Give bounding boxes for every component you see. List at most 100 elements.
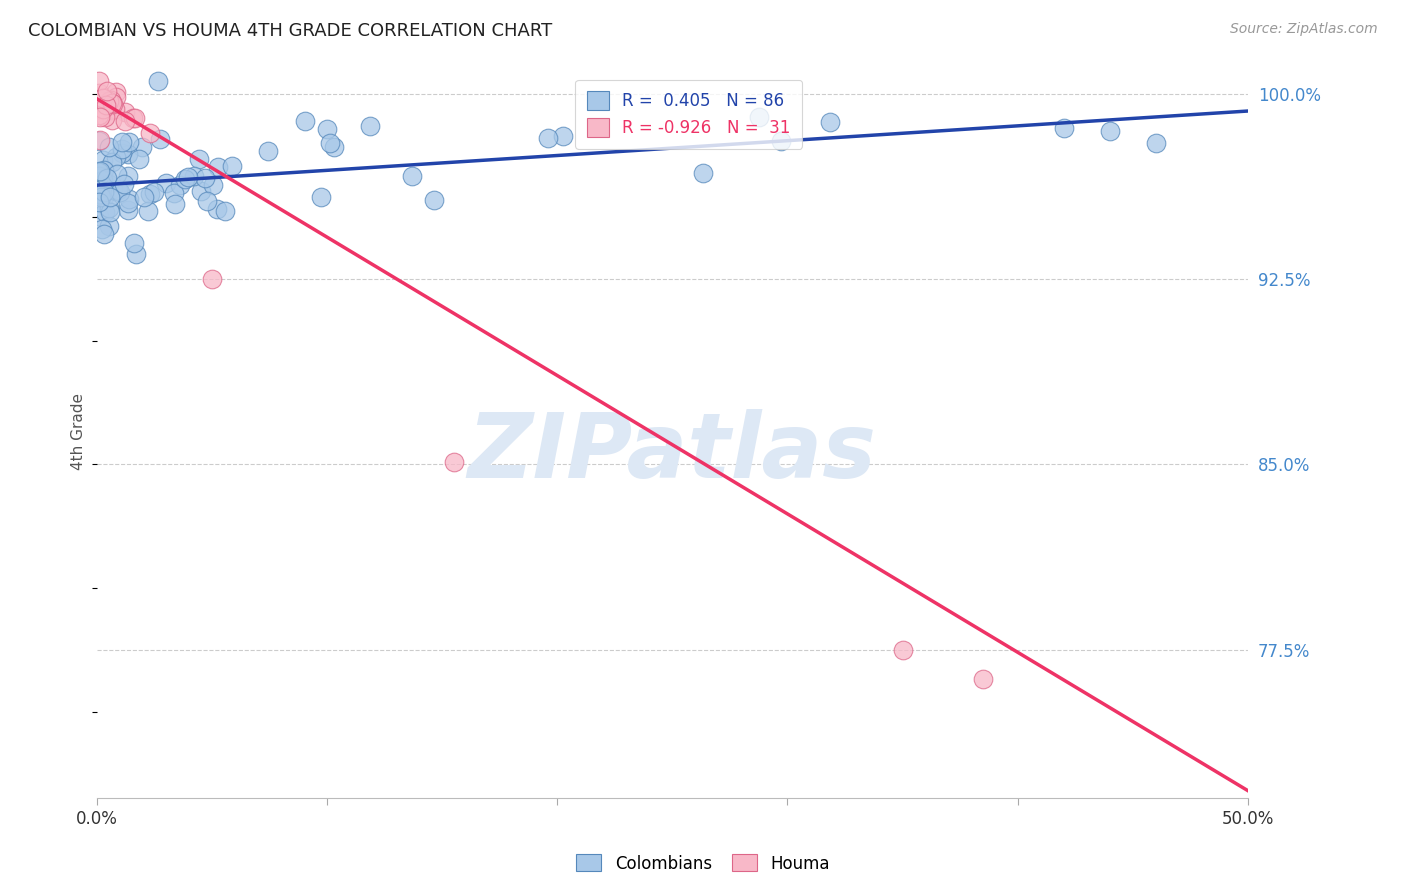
Point — [98, 205, 121, 219]
Point — [537, 130, 560, 145]
Point — [103, 97, 125, 112]
Point — [122, 235, 145, 250]
Point — [194, 171, 217, 186]
Point — [89, 186, 111, 201]
Point — [1098, 124, 1121, 138]
Point — [87, 209, 110, 223]
Point — [105, 86, 128, 100]
Point — [443, 455, 465, 469]
Point — [87, 169, 110, 183]
Point — [972, 673, 994, 687]
Text: ZIPatlas: ZIPatlas — [468, 409, 877, 497]
Point — [1144, 136, 1167, 151]
Point — [87, 108, 110, 122]
Point — [117, 147, 139, 161]
Point — [97, 94, 120, 108]
Point — [401, 169, 423, 183]
Point — [94, 205, 117, 219]
Point — [87, 164, 110, 178]
Point — [111, 135, 134, 149]
Point — [165, 197, 187, 211]
Point — [114, 114, 136, 128]
Point — [214, 204, 236, 219]
Point — [117, 169, 139, 183]
Point — [125, 247, 148, 261]
Point — [93, 189, 115, 203]
Point — [87, 86, 110, 100]
Point — [132, 190, 155, 204]
Point — [94, 98, 117, 112]
Point — [91, 102, 114, 116]
Point — [423, 193, 446, 207]
Point — [155, 176, 177, 190]
Point — [101, 113, 124, 128]
Point — [316, 122, 339, 136]
Point — [891, 643, 914, 657]
Point — [101, 182, 124, 196]
Point — [221, 160, 243, 174]
Point — [97, 201, 120, 215]
Point — [112, 177, 135, 191]
Point — [114, 105, 136, 120]
Point — [309, 190, 332, 204]
Point — [91, 153, 114, 167]
Point — [105, 150, 128, 164]
Point — [93, 162, 115, 177]
Point — [173, 172, 195, 186]
Point — [294, 114, 316, 128]
Point — [110, 142, 132, 156]
Point — [91, 90, 114, 104]
Point — [87, 134, 110, 148]
Text: Source: ZipAtlas.com: Source: ZipAtlas.com — [1230, 22, 1378, 37]
Point — [97, 177, 120, 191]
Point — [818, 115, 841, 129]
Point — [322, 140, 344, 154]
Point — [136, 204, 159, 219]
Point — [90, 189, 112, 203]
Point — [190, 184, 212, 198]
Point — [149, 132, 172, 146]
Point — [101, 95, 124, 110]
Point — [91, 95, 114, 109]
Point — [98, 219, 121, 234]
Point — [111, 145, 134, 160]
Point — [98, 190, 121, 204]
Point — [139, 126, 162, 140]
Y-axis label: 4th Grade: 4th Grade — [72, 392, 86, 469]
Point — [139, 187, 162, 202]
Point — [692, 166, 714, 180]
Point — [118, 136, 141, 150]
Point — [100, 103, 122, 117]
Legend: R =  0.405   N = 86, R = -0.926   N =  31: R = 0.405 N = 86, R = -0.926 N = 31 — [575, 79, 803, 149]
Point — [105, 89, 128, 103]
Point — [202, 178, 225, 193]
Point — [359, 120, 381, 134]
Point — [94, 110, 117, 124]
Point — [91, 169, 114, 183]
Point — [89, 110, 111, 124]
Point — [89, 133, 111, 147]
Point — [98, 139, 121, 153]
Point — [117, 202, 139, 217]
Point — [207, 161, 229, 175]
Legend: Colombians, Houma: Colombians, Houma — [569, 847, 837, 880]
Point — [1053, 120, 1076, 135]
Point — [90, 108, 112, 122]
Point — [87, 103, 110, 117]
Point — [188, 152, 211, 166]
Point — [118, 192, 141, 206]
Point — [93, 227, 115, 242]
Point — [551, 128, 574, 143]
Point — [197, 194, 219, 208]
Point — [169, 178, 191, 192]
Point — [142, 186, 165, 200]
Point — [256, 145, 278, 159]
Point — [177, 169, 200, 184]
Point — [87, 74, 110, 88]
Point — [87, 187, 110, 202]
Point — [128, 152, 150, 166]
Point — [107, 183, 129, 197]
Point — [183, 169, 205, 183]
Text: COLOMBIAN VS HOUMA 4TH GRADE CORRELATION CHART: COLOMBIAN VS HOUMA 4TH GRADE CORRELATION… — [28, 22, 553, 40]
Point — [124, 112, 146, 126]
